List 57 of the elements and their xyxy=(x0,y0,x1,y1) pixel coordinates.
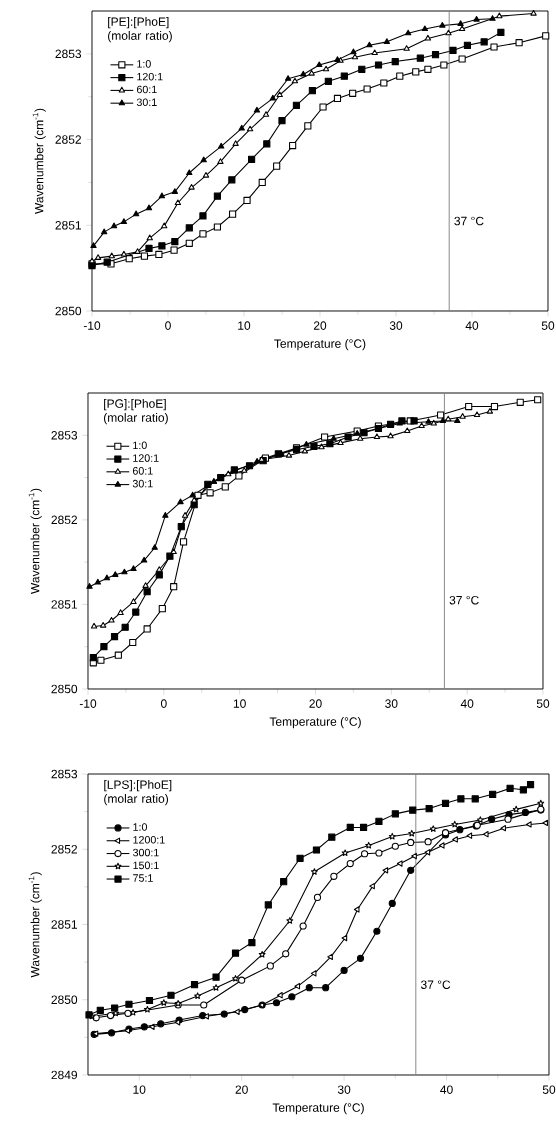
legend-label: 1:0 xyxy=(133,823,148,831)
legend-label: 60:1 xyxy=(132,467,153,475)
x-axis-title: Temperature (°C) xyxy=(269,717,361,729)
y-tick-label: 2851 xyxy=(55,221,81,230)
x-tick-label: 50 xyxy=(542,1085,556,1094)
legend-label: 30:1 xyxy=(132,479,153,488)
x-tick-label: -10 xyxy=(83,321,101,330)
y-axis-title: Wavenumber (cm$^{-1}$) xyxy=(28,488,42,594)
y-tick-label: 2851 xyxy=(51,600,77,609)
y-tick-label: 2850 xyxy=(51,995,78,1004)
y-tick-label: 2853 xyxy=(51,431,78,440)
y-axis-title: Wavenumber (cm$^{-1}$) xyxy=(32,108,46,214)
y-tick-label: 2852 xyxy=(51,515,77,525)
legend-label: 120:1 xyxy=(133,454,159,462)
x-tick-label: 10 xyxy=(238,321,251,330)
legend-label: 1200:1 xyxy=(133,836,165,844)
legend-label: 120:1 xyxy=(137,72,163,81)
ref-line-label: 37 °C xyxy=(420,980,451,989)
x-tick-label: 0 xyxy=(160,699,167,708)
x-tick-label: 30 xyxy=(337,1085,351,1094)
y-tick-label: 2852 xyxy=(55,135,81,144)
y-axis-title: Wavenumber (cm$^{-1}$) xyxy=(28,872,42,978)
ref-line-label: 37 °C xyxy=(454,216,484,226)
x-tick-label: 50 xyxy=(541,321,555,330)
legend-title: [PG]:[PhoE] (molar ratio) xyxy=(104,399,168,425)
x-tick-label: 40 xyxy=(460,699,474,708)
y-tick-label: 2850 xyxy=(55,306,82,316)
x-axis-title: Temperature (°C) xyxy=(272,1103,364,1115)
legend-label: 75:1 xyxy=(133,874,153,882)
x-tick-label: 50 xyxy=(536,699,550,708)
y-tick-label: 2853 xyxy=(55,49,82,59)
legend-title: [LPS]:[PhoE] (molar ratio) xyxy=(104,780,172,806)
y-tick-label: 2852 xyxy=(51,844,77,854)
legend-label: 300:1 xyxy=(132,848,159,857)
y-tick-label: 2849 xyxy=(51,1070,78,1080)
x-tick-label: 30 xyxy=(385,699,398,708)
x-tick-label: 40 xyxy=(465,321,479,330)
x-tick-label: 40 xyxy=(440,1085,453,1094)
legend-label: 150:1 xyxy=(133,861,159,870)
x-tick-label: 10 xyxy=(233,699,246,708)
x-tick-label: 20 xyxy=(313,321,327,330)
legend-label: 30:1 xyxy=(136,98,157,106)
ref-line-label: 37 °C xyxy=(449,595,479,605)
legend-label: 1:0 xyxy=(133,441,147,450)
legend-title: [PE]:[PhoE] (molar ratio) xyxy=(108,17,172,43)
x-axis-title: Temperature (°C) xyxy=(274,339,366,351)
y-tick-label: 2853 xyxy=(51,769,78,779)
x-tick-label: 30 xyxy=(389,321,403,330)
x-tick-label: -10 xyxy=(79,699,97,708)
x-tick-label: 20 xyxy=(309,699,322,708)
y-tick-label: 2851 xyxy=(51,920,77,929)
legend-label: 60:1 xyxy=(136,85,157,94)
x-tick-label: 10 xyxy=(133,1085,146,1094)
legend-label: 1:0 xyxy=(137,60,151,68)
x-tick-label: 20 xyxy=(235,1085,248,1094)
y-tick-label: 2850 xyxy=(51,684,78,694)
x-tick-label: 0 xyxy=(165,321,171,330)
